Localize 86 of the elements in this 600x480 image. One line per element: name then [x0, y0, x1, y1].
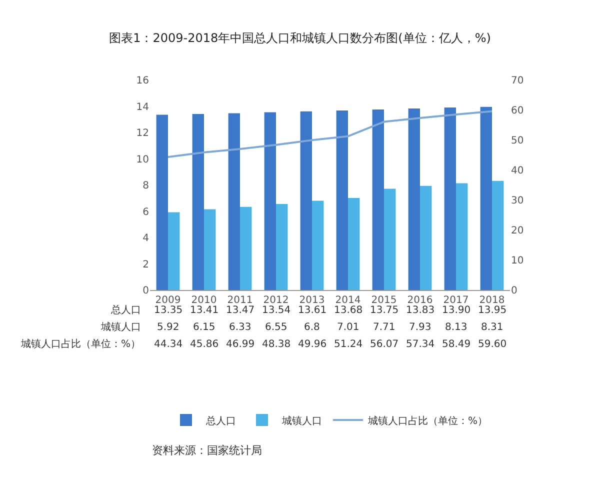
y2-tick-label: 10 — [511, 256, 524, 266]
text: 城镇人口 — [101, 322, 141, 333]
data-label: 13.41 — [190, 305, 219, 316]
data-label: 48.38 — [262, 339, 291, 350]
text: 资料来源：国家统计局 — [152, 444, 262, 457]
data-label: 6.33 — [229, 322, 252, 333]
bar — [384, 188, 396, 290]
legend-label: 总人口 — [205, 414, 236, 427]
x-tick-label: 2014 — [335, 295, 361, 306]
bar — [372, 110, 384, 290]
y2-tick-label: 20 — [511, 226, 524, 236]
x-tick-label: 2009 — [155, 295, 181, 306]
text: 城镇人口占比（单位：%） — [21, 339, 141, 350]
x-tick-label: 2013 — [299, 295, 325, 306]
y-tick-label: 4 — [142, 233, 149, 244]
y-tick-label: 10 — [136, 154, 149, 166]
legend-label: 城镇人口占比（单位：%） — [367, 414, 488, 427]
data-label: 13.54 — [262, 305, 291, 316]
bar — [300, 111, 312, 290]
data-label: 59.60 — [478, 339, 507, 350]
y-tick-label: 2 — [142, 259, 149, 270]
data-label: 13.68 — [334, 305, 363, 316]
chart-title: 图表1：2009-2018年中国总人口和城镇人口数分布图(单位：亿人，%) — [109, 31, 491, 45]
data-label: 8.13 — [445, 322, 468, 333]
bar — [204, 209, 216, 290]
y-tick-label: 0 — [142, 286, 149, 296]
data-label: 57.34 — [406, 339, 435, 350]
x-tick-label: 2017 — [443, 295, 469, 306]
data-label: 7.71 — [373, 322, 396, 333]
data-label: 13.35 — [154, 305, 183, 316]
bar — [408, 108, 420, 290]
y2-tick-label: 70 — [511, 76, 524, 86]
legend-label: 城镇人口 — [281, 414, 322, 427]
data-label: 8.31 — [481, 322, 504, 333]
data-label: 49.96 — [298, 339, 327, 350]
x-tick-label: 2011 — [227, 295, 253, 306]
data-label: 7.93 — [409, 322, 432, 333]
y2-tick-label: 40 — [511, 166, 524, 176]
y2-tick-label: 30 — [511, 196, 524, 206]
y-tick-label: 16 — [136, 76, 149, 86]
bar — [156, 114, 168, 290]
bar — [312, 200, 324, 290]
x-tick-label: 2010 — [191, 295, 217, 306]
y-tick-label: 14 — [136, 102, 149, 113]
bar — [276, 204, 288, 290]
y2-tick-label: 60 — [511, 106, 524, 116]
data-label: 13.75 — [370, 305, 399, 316]
bar — [240, 206, 252, 290]
bar — [192, 114, 204, 290]
y2-tick-label: 50 — [511, 136, 524, 146]
data-label: 13.47 — [226, 305, 255, 316]
text: 总人口 — [111, 305, 141, 316]
x-tick-label: 2015 — [371, 295, 397, 306]
y2-tick-label: 0 — [511, 286, 518, 296]
bar — [420, 186, 432, 290]
data-label: 13.95 — [478, 305, 507, 316]
bar — [264, 112, 276, 290]
bar — [456, 183, 468, 290]
data-label: 46.99 — [226, 339, 255, 350]
x-tick-label: 2016 — [407, 295, 433, 306]
data-label: 13.61 — [298, 305, 327, 316]
bar — [168, 212, 180, 290]
bar — [492, 180, 504, 290]
bar — [444, 108, 456, 290]
data-label: 5.92 — [157, 322, 180, 333]
data-label: 13.90 — [442, 305, 471, 316]
y-tick-label: 8 — [142, 180, 149, 192]
data-label: 58.49 — [442, 339, 471, 350]
bar — [348, 198, 360, 290]
x-tick-label: 2018 — [479, 295, 505, 306]
data-label: 6.15 — [193, 322, 216, 333]
data-label: 6.55 — [265, 322, 288, 333]
x-tick-label: 2012 — [263, 295, 289, 306]
data-label: 51.24 — [334, 339, 363, 350]
data-label: 6.8 — [304, 322, 320, 333]
y-tick-label: 6 — [142, 206, 149, 218]
data-label: 56.07 — [370, 339, 399, 350]
line-series — [167, 110, 493, 158]
bar — [480, 106, 492, 290]
data-label: 13.83 — [406, 305, 435, 316]
data-label: 44.34 — [154, 339, 183, 350]
data-label: 7.01 — [337, 322, 360, 333]
bar — [228, 113, 240, 290]
y-tick-label: 12 — [136, 128, 149, 139]
bar — [336, 110, 348, 290]
data-label: 45.86 — [190, 339, 219, 350]
